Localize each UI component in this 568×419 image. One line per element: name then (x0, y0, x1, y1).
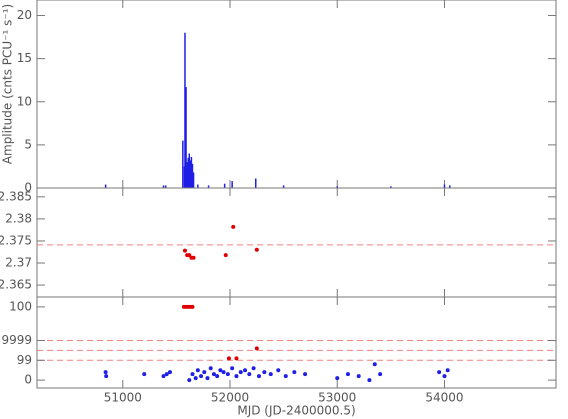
point (234, 374, 239, 379)
y-tick-label: 20 (17, 8, 32, 22)
point (230, 366, 235, 371)
point (202, 370, 207, 375)
point (345, 372, 350, 377)
y-tick-label: 2.37 (5, 256, 32, 270)
point (292, 370, 297, 375)
point (356, 374, 361, 379)
point (276, 368, 281, 373)
point (164, 372, 169, 377)
y-tick-label: 0 (24, 373, 32, 387)
y-tick-label: 100 (9, 299, 32, 313)
point (226, 356, 231, 361)
point (221, 370, 226, 375)
point (167, 370, 172, 375)
point (199, 374, 204, 379)
y-tick-label: 2.375 (0, 233, 32, 247)
y-tick-label: 99 (17, 353, 32, 367)
x-tick-label: 54000 (425, 391, 463, 405)
point (254, 346, 259, 351)
point (208, 366, 213, 371)
x-tick-label: 53000 (318, 391, 356, 405)
point (161, 374, 166, 379)
point (190, 372, 195, 377)
point (187, 378, 192, 383)
y-tick-label: 2.38 (5, 211, 32, 225)
point (191, 255, 196, 260)
point (251, 366, 256, 371)
x-axis-label: MJD (JD-2400000.5) (237, 404, 355, 418)
point (223, 253, 228, 258)
point (190, 304, 195, 309)
point (378, 372, 383, 377)
point (335, 376, 340, 381)
plot-frame (36, 187, 557, 298)
plot-frame (36, 296, 557, 389)
point (205, 376, 210, 381)
point (218, 368, 223, 373)
point (215, 374, 220, 379)
point (254, 247, 259, 252)
point (103, 370, 108, 375)
point (195, 368, 200, 373)
point (187, 253, 192, 258)
y-tick-label: 2.385 (0, 189, 32, 203)
point (437, 370, 442, 375)
y-tick-label: 2.365 (0, 278, 32, 292)
point (142, 372, 147, 377)
point (238, 370, 243, 375)
x-tick-label: 52000 (211, 391, 249, 405)
point (182, 248, 187, 253)
point (256, 374, 261, 379)
point (231, 224, 236, 229)
y-axis-label: Amplitude (cnts PCU⁻¹ s⁻¹) (1, 4, 15, 164)
y-tick-label: 10 (17, 94, 32, 108)
y-tick-label: 0 (24, 181, 32, 195)
x-tick-label: 51000 (104, 391, 142, 405)
point (243, 368, 248, 373)
point (268, 372, 273, 377)
point (193, 376, 198, 381)
point (262, 370, 267, 375)
y-tick-label: 9999 (1, 333, 32, 347)
point (367, 378, 372, 383)
point (247, 372, 252, 377)
point (234, 356, 239, 361)
plot-frame (36, 0, 557, 189)
point (372, 362, 377, 367)
point (211, 372, 216, 377)
point (104, 374, 109, 379)
point (225, 372, 230, 377)
point (442, 374, 447, 379)
point (445, 368, 450, 373)
y-tick-label: 5 (24, 137, 32, 151)
point (283, 374, 288, 379)
y-tick-label: 15 (17, 51, 32, 65)
point (303, 372, 308, 377)
